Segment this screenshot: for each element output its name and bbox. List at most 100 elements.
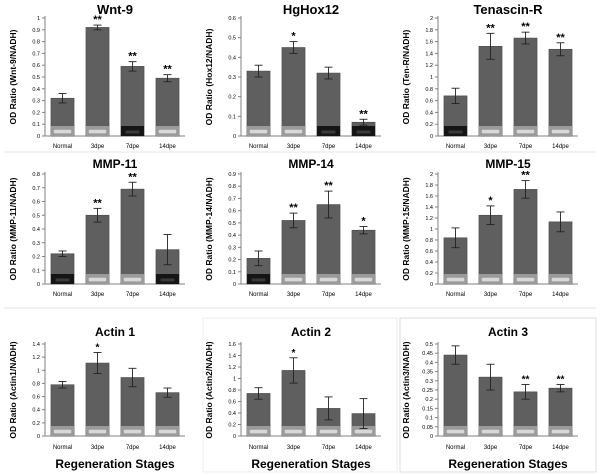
significance-mark: ** — [93, 14, 102, 26]
y-tick-label: 0.25 — [422, 388, 433, 394]
x-axis-title: Regeneration Stages — [251, 457, 371, 471]
significance-mark: ** — [324, 180, 333, 192]
x-tick-label: 14dpe — [552, 445, 569, 451]
y-tick-label: 0 — [37, 282, 40, 288]
x-tick-label: 3dpe — [287, 445, 301, 451]
x-tick-label: 3dpe — [287, 144, 301, 150]
bar-mmp-15-3dpe — [478, 214, 503, 285]
y-tick-label: 0.45 — [422, 351, 433, 357]
y-tick-label: 0.2 — [425, 122, 433, 128]
x-tick-label: 7dpe — [519, 445, 533, 451]
y-axis-label-wnt-9: OD Ratio (Wnt-9/NADH) — [8, 29, 18, 124]
y-tick-label: 1.8 — [425, 28, 433, 34]
chart-title-tenascin-r: Tenascin-R — [473, 2, 543, 17]
x-tick-label: 7dpe — [126, 144, 140, 150]
chart-wnt-9: Wnt-9 OD Ratio (Wnt-9/NADH) 0 0.1 0.2 0.3 0.4 0… — [8, 2, 185, 150]
gel-band-spot — [446, 277, 465, 282]
x-tick-label: 14dpe — [552, 292, 569, 298]
significance-mark: * — [488, 195, 493, 207]
gel-band-spot — [249, 429, 268, 434]
x-tick-label: 14dpe — [159, 292, 176, 298]
x-tick-label: 7dpe — [322, 445, 336, 451]
gel-band-spot — [354, 429, 373, 434]
gel-band-spot — [158, 429, 177, 434]
bar-hghox12-3dpe — [281, 47, 306, 137]
x-tick-label: 7dpe — [322, 292, 336, 298]
y-tick-label: 1.4 — [228, 354, 236, 360]
chart-mmp-11: MMP-11 OD Ratio (MMP-11/NADH) 0 0.1 0.2 0.3 0.… — [8, 157, 185, 298]
significance-mark: ** — [557, 374, 565, 385]
significance-mark: ** — [163, 64, 172, 76]
y-tick-label: 0.5 — [425, 342, 433, 348]
y-tick-label: 0.6 — [228, 16, 236, 22]
chart-mmp-15: MMP-15 OD Ratio (MMP-15/NADH) 0 0.2 0.4 0.6 0.… — [401, 157, 578, 298]
gel-band-spot — [88, 129, 107, 134]
significance-mark: ** — [359, 108, 368, 120]
x-tick-label: 3dpe — [484, 292, 498, 298]
y-tick-label: 0 — [233, 134, 236, 140]
bar-tenascin-r-3dpe — [478, 46, 503, 137]
gel-band-spot — [446, 429, 465, 434]
y-tick-label: 0.7 — [32, 51, 40, 57]
y-tick-label: 0.4 — [425, 360, 433, 366]
gel-band-spot — [160, 278, 175, 282]
chart-tenascin-r: Tenascin-R OD Ratio (Ten-R/NADH) 0 0.2 0.4 0.… — [401, 2, 578, 150]
significance-mark: * — [291, 31, 296, 43]
gel-band-spot — [251, 278, 266, 282]
y-tick-label: 0.2 — [228, 423, 236, 429]
y-tick-label: 0.4 — [32, 227, 40, 233]
y-tick-label: 0.3 — [425, 379, 433, 385]
panels-group: Wnt-9 OD Ratio (Wnt-9/NADH) 0 0.1 0.2 0.3 0.4 0… — [8, 2, 578, 451]
y-tick-label: 0.2 — [228, 258, 236, 264]
y-tick-label: 0.6 — [228, 400, 236, 406]
x-tick-label: 3dpe — [287, 292, 301, 298]
y-axis-label-tenascin-r: OD Ratio (Ten-R/NADH) — [401, 29, 411, 124]
y-tick-label: 0.4 — [32, 408, 40, 414]
x-axis-title: Regeneration Stages — [55, 457, 175, 471]
y-tick-label: 1.2 — [228, 365, 236, 371]
gel-band-spot — [516, 277, 535, 282]
y-axis-label-mmp-14: OD Ratio (MMP-14/NADH) — [204, 177, 214, 281]
chart-title-actin-3: Actin 3 — [488, 325, 528, 339]
x-tick-label: 3dpe — [91, 445, 105, 451]
bar-mmp-15-7dpe — [513, 189, 538, 285]
x-axis-titles: Regeneration Stages Regeneration Stages Re… — [55, 457, 568, 471]
x-tick-label: Normal — [53, 445, 72, 451]
gel-band-spot — [516, 429, 535, 434]
y-tick-label: 0 — [430, 434, 433, 440]
y-tick-label: 0.8 — [228, 184, 236, 190]
y-axis-label-hghox12: OD Ratio (Hox12/NADH) — [204, 28, 214, 125]
chart-title-hghox12: HgHox12 — [283, 2, 339, 17]
gel-band-spot — [448, 130, 463, 134]
gel-band-spot — [284, 129, 303, 134]
y-tick-label: 0 — [37, 434, 40, 440]
gel-band-spot — [53, 129, 72, 134]
gel-band-spot — [319, 429, 338, 434]
x-tick-label: Normal — [249, 144, 268, 150]
chart-actin-1: Actin 1 OD Ratio (Actin1/NADH) 0 0.2 0.4 0.6 0… — [8, 325, 185, 451]
bar-actin-3-normal — [443, 354, 468, 437]
significance-mark: ** — [521, 170, 530, 182]
significance-mark: ** — [521, 21, 530, 33]
y-tick-label: 0 — [430, 134, 433, 140]
significance-mark: * — [361, 216, 366, 228]
gel-band-spot — [356, 130, 371, 134]
y-tick-label: 1.6 — [425, 40, 433, 46]
y-tick-label: 1 — [37, 368, 40, 374]
y-tick-label: 0.1 — [228, 270, 236, 276]
bar-wnt-9-7dpe — [120, 66, 145, 137]
bar-mmp-11-3dpe — [85, 214, 110, 285]
significance-mark: ** — [522, 374, 530, 385]
y-tick-label: 1.4 — [32, 342, 40, 348]
x-tick-label: Normal — [446, 144, 465, 150]
panel-frame-actin2 — [202, 317, 398, 473]
x-tick-label: 7dpe — [126, 445, 140, 451]
gel-band-spot — [551, 429, 570, 434]
y-tick-label: 0.5 — [32, 213, 40, 219]
gel-band-spot — [249, 129, 268, 134]
significance-mark: * — [292, 348, 296, 359]
y-tick-label: 0.8 — [32, 172, 40, 178]
y-tick-label: 1.4 — [425, 51, 433, 57]
y-tick-label: 0.5 — [228, 221, 236, 227]
y-tick-label: 0.4 — [425, 110, 433, 116]
